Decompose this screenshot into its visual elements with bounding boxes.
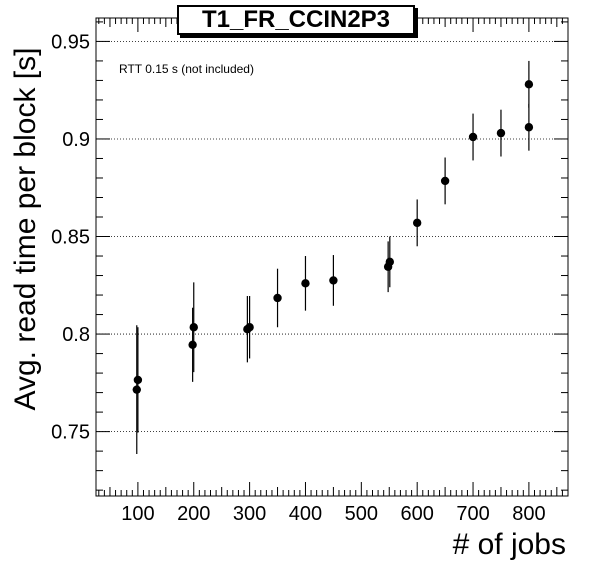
plot-frame	[95, 17, 569, 497]
x-tick-label: 100	[121, 503, 154, 525]
data-point	[440, 176, 450, 186]
data-point	[273, 293, 282, 303]
data-point	[524, 80, 534, 89]
y-tick-label: 0.95	[51, 31, 90, 53]
data-point	[301, 279, 310, 288]
x-tick-label: 700	[456, 503, 489, 525]
y-tick-label: 0.9	[62, 129, 90, 151]
data-point	[385, 257, 395, 267]
y-tick-label: 0.75	[51, 422, 90, 444]
y-tick-label: 0.85	[51, 227, 90, 249]
data-point	[189, 323, 198, 332]
y-tick-label: 0.8	[62, 324, 90, 346]
x-tick-label: 600	[400, 503, 433, 525]
data-point	[245, 323, 254, 332]
data-point	[468, 132, 478, 142]
x-tick-label: 800	[512, 503, 545, 525]
data-point	[132, 385, 141, 394]
data-point	[496, 128, 506, 138]
data-point	[524, 123, 534, 132]
y-axis-label: Avg. read time per block [s]	[9, 47, 42, 411]
chart-title: T1_FR_CCIN2P3	[177, 5, 415, 35]
x-tick-label: 200	[177, 503, 210, 525]
data-point	[329, 276, 338, 285]
x-tick-label: 500	[345, 503, 378, 525]
x-axis-label: # of jobs	[452, 528, 566, 561]
data-point	[133, 375, 143, 385]
data-point	[188, 340, 197, 349]
rtt-annotation: RTT 0.15 s (not included)	[119, 62, 254, 76]
x-tick-label: 400	[289, 503, 322, 525]
x-tick-label: 300	[233, 503, 266, 525]
data-point	[412, 218, 422, 228]
